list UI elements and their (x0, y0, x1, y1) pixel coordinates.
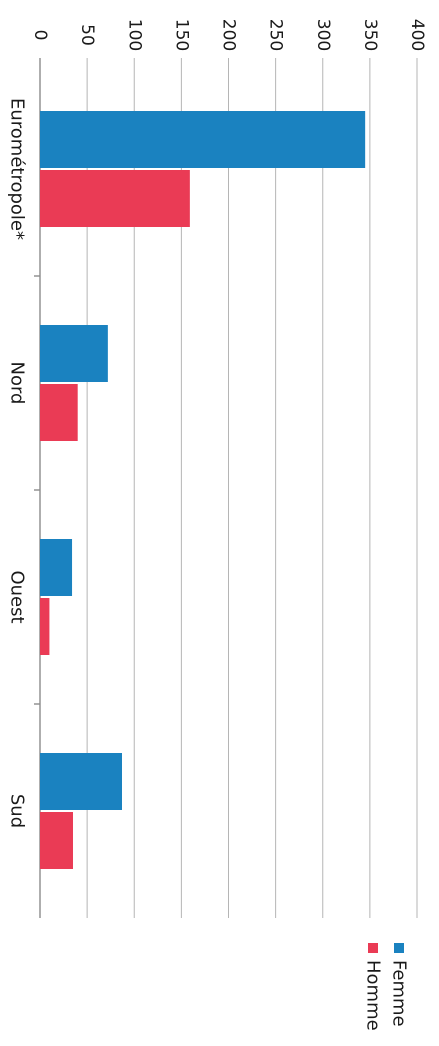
category-axis: Eurométropole* Nord Ouest Sud (7, 98, 40, 828)
legend-label-femme: Femme (389, 960, 410, 1027)
bars (40, 111, 366, 869)
legend-label-homme: Homme (363, 960, 384, 1031)
legend-swatch-homme (368, 943, 378, 953)
bar-homme-eurometropole (40, 170, 190, 227)
value-axis-ticks: 0 50 100 150 200 250 300 350 400 (30, 19, 427, 51)
category-label-eurometropole: Eurométropole* (7, 98, 28, 240)
bar-homme-nord (40, 384, 78, 441)
bar-femme-ouest (40, 539, 73, 596)
category-label-ouest: Ouest (7, 570, 28, 623)
category-label-nord: Nord (7, 362, 28, 405)
tick-label-350: 350 (360, 19, 380, 51)
tick-label-300: 300 (313, 19, 333, 51)
tick-label-400: 400 (407, 19, 427, 51)
bar-femme-nord (40, 325, 108, 382)
category-label-sud: Sud (7, 794, 28, 828)
legend-swatch-femme (394, 943, 404, 953)
bar-femme-eurometropole (40, 111, 366, 168)
bar-femme-sud (40, 753, 122, 810)
tick-label-150: 150 (171, 19, 191, 51)
tick-label-100: 100 (124, 19, 144, 51)
tick-label-200: 200 (219, 19, 239, 51)
tick-label-50: 50 (77, 24, 97, 46)
tick-label-0: 0 (30, 30, 50, 41)
bar-homme-sud (40, 812, 73, 869)
tick-label-250: 250 (266, 19, 286, 51)
bar-homme-ouest (40, 598, 50, 655)
